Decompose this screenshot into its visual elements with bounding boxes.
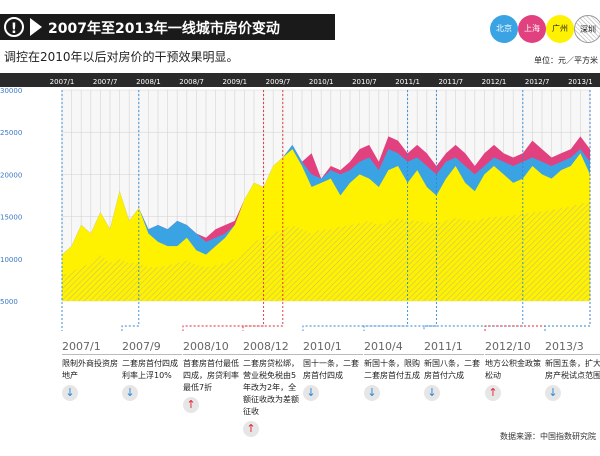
annotation-item: 2007/9 二套房首付四成利率上浮10% ↓ bbox=[122, 340, 182, 401]
annotation-date: 2011/1 bbox=[424, 340, 484, 355]
x-tick-label: 2012/7 bbox=[525, 78, 550, 86]
title-bar: ! 2007年至2013年一线城市房价变动 bbox=[0, 14, 335, 40]
annotation-text: 首套房首付最低四成，房贷利率最低7折 bbox=[183, 359, 239, 392]
y-tick-label: 30000 bbox=[0, 87, 22, 95]
x-tick-label: 2013/1 bbox=[568, 78, 593, 86]
arrow-up-icon: ↑ bbox=[243, 421, 259, 437]
legend-shanghai: 上海 bbox=[518, 15, 546, 43]
x-axis-bar bbox=[0, 73, 600, 87]
annotation-text: 新国五条，扩大房产税试点范围 bbox=[545, 359, 600, 380]
y-tick-label: 20000 bbox=[0, 171, 22, 179]
arrow-up-icon: ↑ bbox=[183, 397, 199, 413]
series-shenzhen bbox=[62, 201, 590, 301]
annotation-item: 2010/1 国十一条，二套房首付四成 ↓ bbox=[303, 340, 363, 401]
data-source: 数据来源：中国指数研究院 bbox=[500, 432, 596, 441]
triangle-icon bbox=[30, 18, 42, 36]
x-tick-label: 2009/1 bbox=[222, 78, 247, 86]
x-tick-label: 2009/7 bbox=[266, 78, 291, 86]
annotation-date: 2010/1 bbox=[303, 340, 363, 355]
x-tick-label: 2012/1 bbox=[482, 78, 507, 86]
annotation-connector bbox=[544, 90, 591, 331]
annotation-item: 2013/3 新国五条，扩大房产税试点范围 ↓ bbox=[545, 340, 600, 401]
annotation-date: 2007/9 bbox=[122, 340, 182, 355]
y-tick-label: 25000 bbox=[0, 129, 22, 137]
annotation-item: 2008/12 二套房贷松绑，营业税免税由5年改为2年，全额征收改为差额征收 ↑ bbox=[243, 340, 303, 437]
y-tick-label: 5000 bbox=[0, 298, 18, 306]
arrow-up-icon: ↑ bbox=[485, 385, 501, 401]
y-tick-label: 15000 bbox=[0, 214, 22, 222]
arrow-down-icon: ↓ bbox=[303, 385, 319, 401]
annotation-item: 2007/1 限制外商投资房地产 ↓ bbox=[62, 340, 122, 401]
annotation-item: 2008/10 首套房首付最低四成，房贷利率最低7折 ↑ bbox=[183, 340, 243, 413]
legend-shenzhen: 深圳 bbox=[574, 15, 600, 43]
annotation-text: 二套房贷松绑，营业税免税由5年改为2年，全额征收改为差额征收 bbox=[243, 359, 299, 416]
legend-guangzhou: 广州 bbox=[546, 15, 574, 43]
chart-title: 2007年至2013年一线城市房价变动 bbox=[48, 21, 280, 37]
annotation-connector bbox=[182, 90, 265, 331]
arrow-down-icon: ↓ bbox=[364, 385, 380, 401]
alert-icon: ! bbox=[4, 17, 24, 37]
annotation-date: 2010/4 bbox=[364, 340, 424, 355]
annotation-text: 限制外商投资房地产 bbox=[62, 359, 118, 380]
annotation-text: 新国十条，限购二套房首付五成 bbox=[364, 359, 420, 380]
annotation-item: 2012/10 地方公积金政策松动 ↑ bbox=[485, 340, 545, 401]
legend-beijing: 北京 bbox=[490, 15, 518, 43]
arrow-down-icon: ↓ bbox=[122, 385, 138, 401]
annotation-connector bbox=[121, 90, 140, 331]
x-tick-label: 2011/7 bbox=[438, 78, 463, 86]
x-tick-label: 2007/1 bbox=[50, 78, 75, 86]
annotation-connector bbox=[423, 90, 524, 331]
annotation-connector bbox=[242, 90, 284, 331]
x-tick-label: 2011/1 bbox=[395, 78, 420, 86]
arrow-down-icon: ↓ bbox=[62, 385, 78, 401]
unit-label: 单位：元／平方米 bbox=[534, 56, 598, 65]
annotation-text: 国十一条，二套房首付四成 bbox=[303, 359, 359, 380]
annotation-item: 2010/4 新国十条，限购二套房首付五成 ↓ bbox=[364, 340, 424, 401]
y-tick-label: 10000 bbox=[0, 256, 22, 264]
annotation-item: 2011/1 新国八条，二套房首付六成 ↓ bbox=[424, 340, 484, 401]
x-tick-label: 2008/7 bbox=[179, 78, 204, 86]
chart-subtitle: 调控在2010年以后对房价的干预效果明显。 bbox=[4, 50, 239, 64]
annotation-date: 2013/3 bbox=[545, 340, 600, 355]
annotation-date: 2008/12 bbox=[243, 340, 303, 355]
x-tick-label: 2010/7 bbox=[352, 78, 377, 86]
annotation-text: 二套房首付四成利率上浮10% bbox=[122, 359, 178, 380]
annotation-date: 2007/1 bbox=[62, 340, 122, 355]
annotation-date: 2012/10 bbox=[485, 340, 545, 355]
x-tick-label: 2008/1 bbox=[136, 78, 161, 86]
arrow-down-icon: ↓ bbox=[424, 385, 440, 401]
annotation-connector bbox=[363, 90, 437, 331]
arrow-down-icon: ↓ bbox=[545, 385, 561, 401]
x-tick-label: 2010/1 bbox=[309, 78, 334, 86]
annotation-text: 新国八条，二套房首付六成 bbox=[424, 359, 480, 380]
annotation-date: 2008/10 bbox=[183, 340, 243, 355]
annotation-text: 地方公积金政策松动 bbox=[485, 359, 541, 380]
annotation-connector bbox=[302, 90, 409, 331]
x-tick-label: 2007/7 bbox=[93, 78, 118, 86]
